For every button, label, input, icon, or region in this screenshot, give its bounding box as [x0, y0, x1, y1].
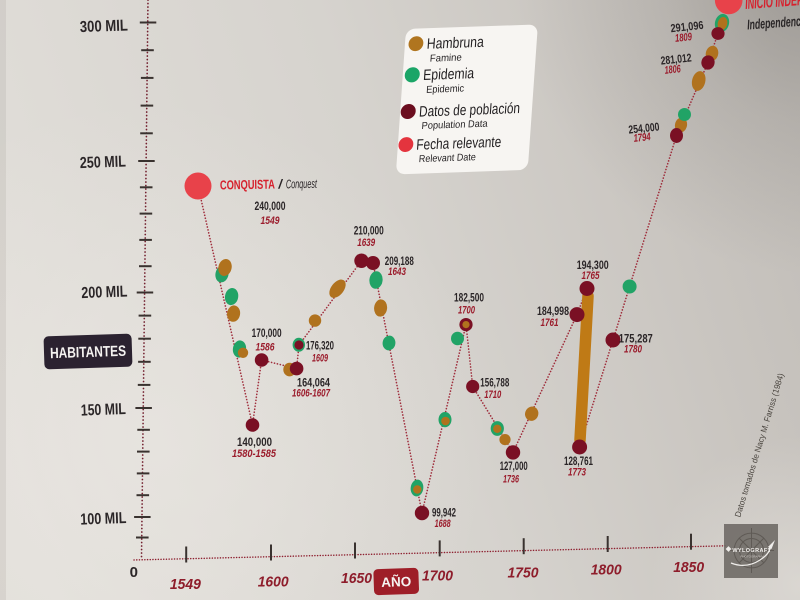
- svg-text:1780: 1780: [624, 344, 643, 356]
- svg-text:1700: 1700: [458, 305, 476, 317]
- svg-text:Conquest: Conquest: [286, 177, 318, 192]
- svg-text:156,788: 156,788: [480, 378, 509, 390]
- svg-text:INICIO INDEPE: INICIO INDEPE: [745, 0, 800, 13]
- svg-text:1639: 1639: [357, 237, 376, 249]
- svg-text:175,287: 175,287: [619, 334, 653, 346]
- svg-text:176,320: 176,320: [306, 341, 334, 353]
- svg-text:182,500: 182,500: [454, 293, 484, 305]
- svg-text:1549: 1549: [261, 215, 281, 227]
- svg-text:Independencia: Independencia: [747, 12, 800, 32]
- svg-text:300 MIL: 300 MIL: [80, 18, 129, 37]
- svg-text:PHOTOGRAPHY: PHOTOGRAPHY: [740, 555, 763, 559]
- svg-text:Famine: Famine: [429, 53, 462, 65]
- svg-text:1710: 1710: [484, 389, 502, 401]
- svg-text:250 MIL: 250 MIL: [80, 154, 127, 173]
- svg-text:1850: 1850: [673, 560, 704, 576]
- svg-text:Hambruna: Hambruna: [426, 34, 485, 53]
- svg-text:0: 0: [130, 564, 138, 581]
- svg-text:Fecha relevante: Fecha relevante: [416, 134, 502, 154]
- svg-text:1643: 1643: [388, 266, 406, 278]
- svg-text:WYLOGRAFY: WYLOGRAFY: [732, 548, 771, 554]
- svg-text:1794: 1794: [633, 131, 651, 145]
- svg-text:Population Data: Population Data: [421, 119, 488, 132]
- svg-text:1580-1585: 1580-1585: [232, 448, 277, 460]
- svg-text:1600: 1600: [258, 575, 289, 591]
- svg-text:CONQUISTA: CONQUISTA: [220, 177, 276, 193]
- svg-text:127,000: 127,000: [500, 461, 528, 473]
- svg-text:128,761: 128,761: [564, 456, 593, 468]
- svg-text:/: /: [277, 176, 283, 191]
- svg-text:240,000: 240,000: [255, 201, 286, 213]
- svg-text:99,942: 99,942: [432, 508, 456, 520]
- svg-text:291,096: 291,096: [670, 20, 704, 35]
- svg-text:1549: 1549: [170, 577, 201, 593]
- svg-text:1609: 1609: [312, 353, 329, 365]
- svg-text:HABITANTES: HABITANTES: [50, 343, 126, 362]
- svg-text:1650: 1650: [341, 571, 372, 587]
- svg-text:194,300: 194,300: [577, 260, 609, 272]
- svg-text:1761: 1761: [541, 317, 559, 329]
- svg-text:Epidemic: Epidemic: [426, 84, 465, 96]
- svg-text:170,000: 170,000: [252, 328, 282, 340]
- svg-text:254,000: 254,000: [628, 121, 660, 136]
- svg-text:1800: 1800: [591, 563, 622, 579]
- svg-text:Relevant Date: Relevant Date: [418, 152, 476, 165]
- svg-text:1806: 1806: [664, 63, 682, 77]
- svg-text:140,000: 140,000: [237, 437, 272, 449]
- svg-text:1773: 1773: [568, 467, 586, 479]
- svg-text:209,188: 209,188: [385, 256, 414, 268]
- svg-text:281,012: 281,012: [660, 52, 692, 67]
- svg-text:1750: 1750: [508, 566, 539, 582]
- svg-text:1586: 1586: [256, 342, 276, 354]
- svg-text:210,000: 210,000: [354, 226, 384, 238]
- svg-text:1736: 1736: [503, 474, 520, 486]
- svg-text:1700: 1700: [422, 569, 453, 585]
- svg-text:184,998: 184,998: [537, 306, 569, 318]
- svg-text:1606-1607: 1606-1607: [292, 388, 331, 400]
- svg-text:Epidemia: Epidemia: [423, 65, 476, 84]
- svg-text:1809: 1809: [674, 31, 693, 45]
- svg-text:Datos de población: Datos de población: [419, 100, 521, 121]
- svg-text:1765: 1765: [582, 270, 601, 282]
- svg-text:164,064: 164,064: [297, 378, 330, 390]
- svg-text:100 MIL: 100 MIL: [80, 510, 127, 529]
- svg-text:200 MIL: 200 MIL: [81, 284, 128, 303]
- svg-text:AÑO: AÑO: [381, 574, 412, 590]
- svg-text:150 MIL: 150 MIL: [81, 401, 127, 420]
- svg-text:1688: 1688: [435, 518, 452, 530]
